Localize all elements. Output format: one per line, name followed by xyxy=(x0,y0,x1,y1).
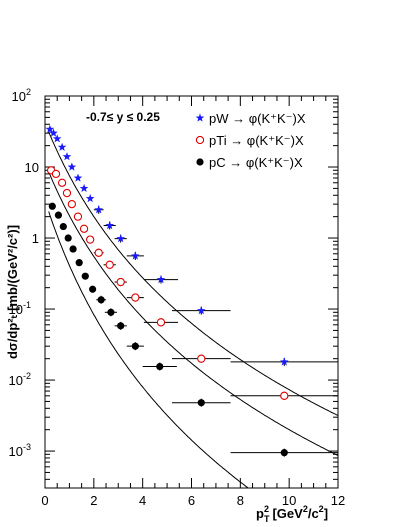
data-points xyxy=(45,124,338,457)
data-point xyxy=(156,318,166,327)
legend-marker-pw xyxy=(195,113,205,122)
data-point xyxy=(131,293,140,302)
x-tick-label: 12 xyxy=(331,493,345,508)
x-label-close: ] xyxy=(324,506,328,521)
x-axis-ticks: 0 2 4 6 8 10 12 xyxy=(41,96,345,508)
legend-marker-pc xyxy=(196,158,204,166)
x-tick-label: 0 xyxy=(41,493,48,508)
data-point xyxy=(156,275,166,284)
data-point xyxy=(52,134,62,143)
data-point xyxy=(131,342,139,350)
y-tick-label: 10-2 xyxy=(9,371,31,388)
x-tick-label: 8 xyxy=(237,493,244,508)
data-point xyxy=(97,296,105,304)
data-point xyxy=(54,211,63,219)
data-point xyxy=(94,248,103,257)
data-point xyxy=(79,183,89,192)
data-point xyxy=(117,322,125,330)
legend: pW → φ(K⁺K⁻)X pTi → φ(K⁺K⁻)X pC → φ(K⁺K⁻… xyxy=(195,111,306,170)
x-label-unit-sup: 2 xyxy=(303,504,308,514)
y-tick-label: 10-1 xyxy=(9,300,31,317)
data-point xyxy=(57,178,67,187)
data-point xyxy=(197,354,206,363)
y-tick-label: 10-3 xyxy=(9,442,31,459)
data-point xyxy=(75,259,83,267)
y-tick-label: 1 xyxy=(32,231,39,246)
data-point xyxy=(105,221,114,230)
data-point xyxy=(59,222,67,231)
legend-marker-symbol xyxy=(195,113,205,122)
x-axis-label: p2 T [GeV2/c2] xyxy=(256,504,328,524)
legend-marker-symbol xyxy=(196,158,204,166)
data-point xyxy=(48,202,56,210)
data-point xyxy=(45,124,55,133)
data-point xyxy=(79,224,89,233)
data-point xyxy=(69,245,77,253)
legend-label-pc: pC → φ(K⁺K⁻)X xyxy=(209,155,303,170)
x-tick-label: 10 xyxy=(282,493,296,508)
fit-curve-0 xyxy=(48,131,339,416)
data-point xyxy=(81,272,89,280)
data-point xyxy=(57,142,67,151)
x-label-sup: 2 xyxy=(264,504,269,514)
data-point xyxy=(67,199,77,209)
annotation-rapidity: -0.7≤ y ≤ 0.25 xyxy=(86,110,160,124)
x-label-p: p xyxy=(256,506,264,521)
data-point xyxy=(49,128,58,137)
fit-curves xyxy=(48,131,339,489)
y-axis-ticks: 102 10 1 10-1 10-2 10-3 xyxy=(9,87,338,480)
data-point xyxy=(73,173,83,182)
x-tick-label: 6 xyxy=(188,493,195,508)
x-label-sub: T xyxy=(264,514,270,524)
y-tick-label: 10 xyxy=(25,160,39,175)
fit-curve-1 xyxy=(48,171,339,456)
data-point xyxy=(116,234,125,243)
data-point xyxy=(86,235,95,244)
data-point xyxy=(197,399,205,407)
data-point xyxy=(73,212,83,221)
x-label-unit-end-sup: 2 xyxy=(319,504,324,514)
data-point xyxy=(107,308,115,316)
data-point xyxy=(156,362,164,371)
data-point xyxy=(280,357,289,366)
x-tick-label: 2 xyxy=(90,493,97,508)
y-axis-label: dσ/dp²ₜ [mb/(GeV²/c²)] xyxy=(5,225,20,359)
data-point xyxy=(67,162,77,171)
legend-label-pw: pW → φ(K⁺K⁻)X xyxy=(209,111,306,126)
data-point xyxy=(62,188,72,198)
y-tick-label: 102 xyxy=(12,87,31,104)
x-tick-label: 4 xyxy=(139,493,146,508)
legend-marker-pti xyxy=(195,135,205,145)
data-point xyxy=(280,391,289,400)
data-point xyxy=(51,169,61,179)
x-label-unit: [GeV xyxy=(272,506,303,521)
fit-curve-2 xyxy=(48,211,248,489)
data-point xyxy=(197,306,206,315)
data-point xyxy=(131,251,140,260)
data-point xyxy=(89,285,97,293)
data-point xyxy=(64,234,72,242)
data-point xyxy=(116,277,125,287)
data-point xyxy=(280,449,288,457)
data-point xyxy=(85,194,95,203)
data-point xyxy=(94,205,103,214)
x-label-unit-end: /c xyxy=(308,506,319,521)
legend-marker-symbol xyxy=(195,135,205,145)
data-point xyxy=(62,152,72,161)
legend-label-pti: pTi → φ(K⁺K⁻)X xyxy=(209,133,304,148)
data-point xyxy=(105,260,114,269)
